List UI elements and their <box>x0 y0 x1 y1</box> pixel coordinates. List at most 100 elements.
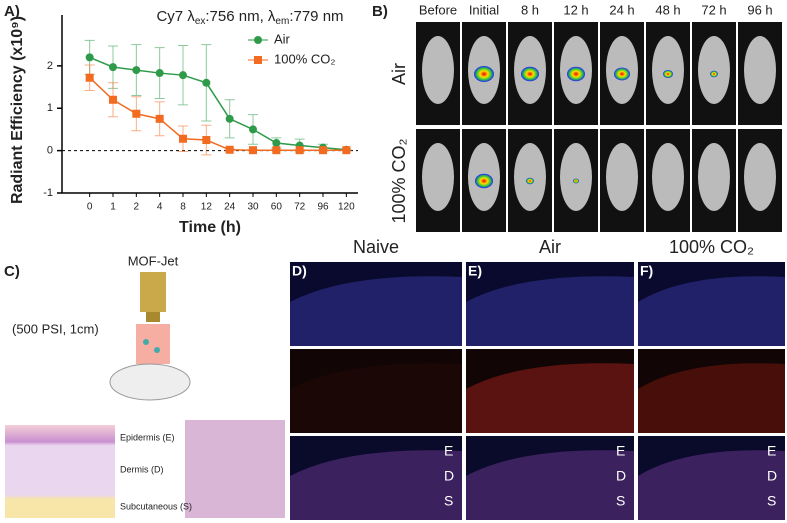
mouse-body <box>422 143 454 211</box>
point <box>179 134 187 143</box>
signal <box>474 66 494 82</box>
micrograph <box>638 349 785 433</box>
point <box>132 109 141 118</box>
layer-letter: S <box>616 493 625 509</box>
micrograph <box>290 262 462 346</box>
x-tick-label: 72 <box>294 202 306 213</box>
point <box>225 114 234 123</box>
series-line <box>89 77 347 151</box>
mouse-body <box>698 36 730 104</box>
point <box>155 114 164 123</box>
tissue <box>638 276 785 346</box>
point <box>225 145 234 154</box>
layer-label: Dermis (D) <box>120 464 164 474</box>
mouse-body <box>422 36 454 104</box>
particle <box>154 347 160 353</box>
panel-label: F) <box>640 263 653 279</box>
x-tick-label: 12 <box>201 202 213 213</box>
y-tick-label: -1 <box>43 187 53 199</box>
signal <box>710 70 718 78</box>
layer-letter: S <box>444 493 453 509</box>
column-label: 12 h <box>563 2 588 17</box>
mouse-body <box>514 143 546 211</box>
signal <box>573 178 579 184</box>
x-tick-label: 60 <box>271 202 283 213</box>
point <box>272 138 281 147</box>
panel-label: C) <box>4 263 20 280</box>
x-axis-label: Time (h) <box>179 219 241 236</box>
micrograph <box>290 436 462 520</box>
row-label: 100% CO₂ <box>389 138 409 223</box>
column-label: 96 h <box>747 2 772 17</box>
column-label: 8 h <box>521 2 539 17</box>
point <box>272 146 281 155</box>
micrograph <box>466 436 634 520</box>
point <box>249 146 257 155</box>
mouse-body <box>698 143 730 211</box>
column-label: Initial <box>469 2 499 17</box>
micrograph <box>290 349 462 433</box>
layer-letter: E <box>616 443 625 459</box>
jet-nozzle <box>140 272 166 312</box>
mouse-body <box>560 143 592 211</box>
tissue <box>638 363 785 433</box>
tissue <box>290 363 462 433</box>
micrograph <box>466 262 634 346</box>
point <box>319 146 327 155</box>
panel-label: A) <box>4 3 20 20</box>
panel-label: D) <box>292 263 307 279</box>
x-tick-label: 0 <box>87 202 93 213</box>
point <box>179 71 187 80</box>
layer-label: Subcutaneous (S) <box>120 501 192 511</box>
point <box>342 146 351 155</box>
panel-label: B) <box>372 3 388 20</box>
point <box>85 53 94 62</box>
point <box>109 95 117 104</box>
series-line <box>89 56 347 151</box>
point <box>155 69 164 78</box>
y-axis-label: Radiant Efficiency (x10⁹) <box>9 16 26 204</box>
column-label: 48 h <box>655 2 680 17</box>
mouse-body <box>652 143 684 211</box>
column-header: Naive <box>353 237 399 257</box>
point <box>109 63 117 72</box>
column-label: 72 h <box>701 2 726 17</box>
x-tick-label: 30 <box>247 202 259 213</box>
tissue <box>290 450 462 520</box>
micrograph <box>638 436 785 520</box>
layer-letter: E <box>444 443 453 459</box>
row-label: Air <box>389 63 409 85</box>
y-tick-label: 0 <box>47 145 53 157</box>
setting-label: (500 PSI, 1cm) <box>12 321 99 336</box>
mouse <box>109 363 191 401</box>
point <box>202 136 211 145</box>
x-tick-label: 2 <box>134 202 140 213</box>
panel-label: E) <box>468 263 482 279</box>
jet-spray <box>136 324 170 364</box>
y-tick-label: 2 <box>47 60 53 72</box>
x-tick-label: 1 <box>110 202 116 213</box>
point <box>132 66 141 75</box>
point <box>202 78 211 87</box>
layer-label: Epidermis (E) <box>120 432 175 442</box>
layer-letter: D <box>616 468 626 484</box>
skin-diagram <box>5 425 115 518</box>
tissue <box>466 276 634 346</box>
signal <box>526 177 534 185</box>
signal <box>663 70 673 78</box>
tissue <box>290 276 462 346</box>
chart-title: Cy7 λex:756 nm, λem:779 nm <box>156 8 343 27</box>
legend-label: Air <box>274 31 291 46</box>
x-tick-label: 8 <box>180 202 186 213</box>
layer-letter: E <box>767 443 776 459</box>
x-tick-label: 120 <box>338 202 355 213</box>
column-label: Before <box>419 2 457 17</box>
signal <box>475 173 493 189</box>
column-header: Air <box>539 237 561 257</box>
y-tick-label: 1 <box>47 102 53 114</box>
column-header: 100% CO₂ <box>669 237 754 257</box>
jet-tip <box>146 312 160 322</box>
histology <box>185 420 285 518</box>
column-label: 24 h <box>609 2 634 17</box>
